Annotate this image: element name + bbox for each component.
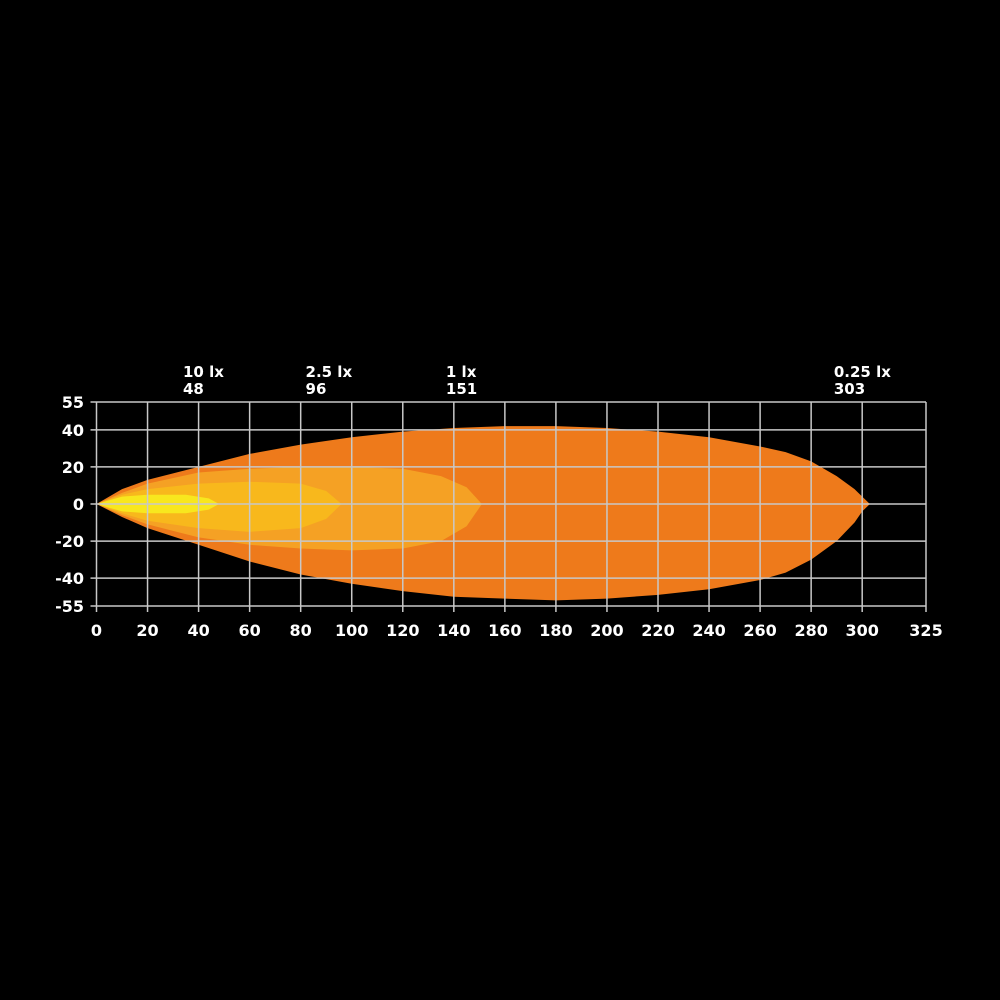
- x-tick-label: 220: [641, 621, 674, 640]
- y-tick-label: -20: [55, 532, 84, 551]
- x-axis-ticks: 0 20 40 60 80 100 120 140 160 180 200 220 240 260 280 3…: [91, 621, 943, 640]
- x-tick-label: 80: [290, 621, 312, 640]
- x-tick-label: 100: [335, 621, 368, 640]
- x-tick-label: 325: [909, 621, 942, 640]
- y-tick-label: 0: [73, 495, 84, 514]
- x-tick-label: 120: [386, 621, 419, 640]
- y-tick-label: 40: [62, 421, 84, 440]
- y-tick-label: -55: [55, 597, 84, 616]
- x-tick-label: 180: [539, 621, 572, 640]
- grid: [90, 401, 927, 612]
- x-tick-label: 20: [136, 621, 158, 640]
- x-tick-label: 0: [91, 621, 102, 640]
- x-tick-label: 260: [743, 621, 776, 640]
- y-tick-label: 55: [62, 393, 84, 412]
- y-axis-ticks: 55 40 20 0 -20 -40 -55: [55, 393, 84, 616]
- isolux-distance-value: 303: [834, 380, 865, 398]
- isolux-lux-value: 0.25 lx: [834, 363, 891, 381]
- isolux-distance-value: 48: [183, 380, 204, 398]
- isolux-zone-2-5-lx: [96, 481, 342, 532]
- isolux-distance-value: 96: [306, 380, 327, 398]
- x-tick-label: 280: [794, 621, 827, 640]
- x-tick-label: 40: [187, 621, 209, 640]
- isolux-lux-value: 1 lx: [446, 363, 477, 381]
- x-tick-label: 160: [488, 621, 521, 640]
- x-tick-label: 200: [590, 621, 623, 640]
- isolux-zones: [96, 426, 870, 601]
- x-tick-label: 300: [845, 621, 878, 640]
- y-tick-label: 20: [62, 458, 84, 477]
- x-tick-label: 140: [437, 621, 470, 640]
- y-tick-label: -40: [55, 569, 84, 588]
- isolux-lux-value: 2.5 lx: [306, 363, 353, 381]
- x-tick-label: 240: [692, 621, 725, 640]
- isolux-lux-value: 10 lx: [183, 363, 224, 381]
- x-tick-label: 60: [239, 621, 261, 640]
- isolux-distance-value: 151: [446, 380, 477, 398]
